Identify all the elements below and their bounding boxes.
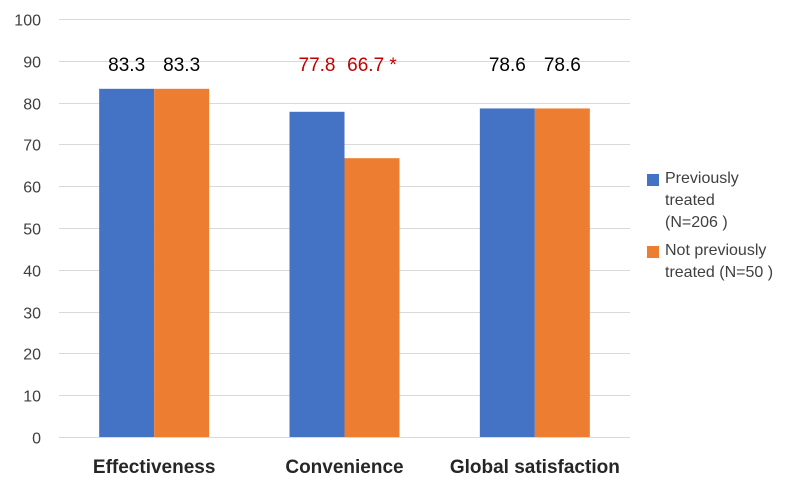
data-labels: 83.3 83.3 77.8 66.7 * 78.6 78.6	[108, 55, 581, 76]
legend: Previously treated (N=206 ) Not previous…	[647, 168, 793, 290]
data-label: 83.3	[163, 55, 200, 76]
data-label: 77.8	[299, 55, 336, 76]
legend-label-line: (N=206 )	[665, 214, 728, 231]
legend-swatch-previously-treated	[647, 174, 659, 186]
legend-item-not-previously-treated: Not previously treated (N=50 )	[647, 240, 793, 284]
category-label: Effectiveness	[93, 457, 216, 477]
y-tick-label: 100	[14, 13, 41, 30]
category-label: Global satisfaction	[450, 457, 620, 477]
data-label: 66.7 *	[347, 55, 397, 76]
bar	[154, 88, 210, 437]
y-tick-label: 60	[23, 180, 41, 197]
legend-label-line: treated	[665, 192, 715, 209]
category-label: Convenience	[285, 457, 403, 477]
y-tick-label: 50	[23, 222, 41, 239]
y-tick-label: 90	[23, 55, 41, 72]
y-tick-label: 0	[32, 431, 41, 448]
bar	[344, 158, 400, 437]
bar	[534, 108, 590, 438]
bar	[289, 111, 345, 438]
legend-label-line: treated (N=50 )	[665, 264, 774, 281]
y-tick-label: 40	[23, 264, 41, 281]
y-tick-label: 20	[23, 347, 41, 364]
bar	[479, 108, 535, 438]
legend-label-line: Not previously	[665, 242, 767, 259]
bar	[99, 88, 155, 437]
bars	[99, 88, 590, 438]
legend-swatch-not-previously-treated	[647, 246, 659, 258]
y-tick-label: 70	[23, 138, 41, 155]
y-tick-label: 80	[23, 97, 41, 114]
y-tick-label: 30	[23, 306, 41, 323]
y-tick-label: 10	[23, 389, 41, 406]
data-label: 83.3	[108, 55, 145, 76]
legend-label-line: Previously	[665, 170, 739, 187]
data-label: 78.6	[489, 55, 526, 76]
data-label: 78.6	[544, 55, 581, 76]
y-axis-ticks: 0 10 20 30 40 50 60 70 80 90 100	[14, 13, 41, 448]
category-labels: Effectiveness Convenience Global satisfact…	[93, 457, 620, 477]
legend-item-previously-treated: Previously treated (N=206 )	[647, 168, 793, 234]
